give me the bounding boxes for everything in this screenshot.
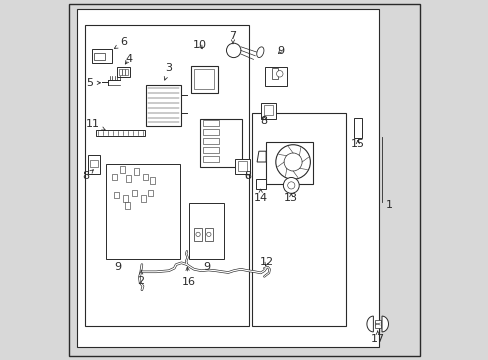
Bar [203, 147, 219, 153]
Text: 15: 15 [350, 139, 364, 149]
Bar [264, 105, 273, 115]
Bar [229, 48, 238, 53]
Text: 11: 11 [86, 119, 105, 130]
Bar [92, 49, 112, 63]
Bar [142, 174, 147, 180]
Text: 12: 12 [259, 257, 273, 267]
Bar [133, 168, 139, 175]
Circle shape [275, 145, 310, 179]
Bar [96, 130, 144, 136]
Bar [120, 166, 125, 173]
Bar [203, 120, 219, 126]
Text: 8: 8 [260, 116, 267, 126]
Bar [114, 192, 119, 198]
Text: 8: 8 [82, 170, 93, 181]
Text: 16: 16 [182, 267, 195, 287]
Polygon shape [366, 316, 373, 332]
Bar [265, 142, 312, 184]
Bar [77, 9, 379, 347]
Bar [122, 195, 127, 202]
Text: 3: 3 [164, 63, 172, 80]
Bar [148, 190, 153, 196]
Bar [112, 174, 117, 180]
Polygon shape [381, 316, 387, 332]
Bar [235, 159, 249, 174]
Text: 9: 9 [114, 262, 121, 272]
Bar [119, 69, 122, 75]
Text: 9: 9 [276, 46, 284, 56]
Polygon shape [257, 151, 265, 162]
Text: 4: 4 [125, 54, 132, 64]
Bar [87, 155, 101, 174]
Bar [204, 228, 212, 241]
Circle shape [206, 232, 211, 237]
Circle shape [284, 153, 302, 171]
Bar [190, 66, 218, 93]
Bar [200, 119, 242, 167]
Circle shape [287, 182, 294, 189]
Bar [255, 179, 265, 189]
Polygon shape [256, 47, 264, 58]
Bar [374, 320, 380, 328]
Circle shape [196, 232, 200, 237]
Bar [126, 175, 131, 182]
Bar [203, 156, 219, 162]
Bar [124, 202, 129, 209]
Bar [194, 228, 202, 241]
Bar [141, 195, 145, 202]
Text: 13: 13 [284, 193, 298, 203]
Text: 7: 7 [229, 31, 236, 44]
Bar [353, 118, 362, 138]
Bar [85, 25, 249, 326]
Text: 10: 10 [192, 40, 206, 50]
Bar [265, 67, 286, 86]
Bar [203, 138, 219, 144]
Circle shape [276, 71, 283, 77]
Bar [252, 113, 346, 326]
Bar [271, 68, 277, 79]
Text: 2: 2 [137, 270, 144, 286]
Bar [132, 190, 137, 196]
Bar [238, 161, 247, 171]
Bar [89, 160, 98, 167]
Bar [194, 69, 214, 89]
Text: 9: 9 [203, 262, 209, 272]
Circle shape [226, 43, 241, 58]
Bar [203, 129, 219, 135]
Circle shape [283, 177, 299, 193]
Bar [149, 177, 155, 184]
Text: 5: 5 [86, 78, 100, 88]
Text: 1: 1 [385, 200, 392, 210]
Text: 14: 14 [253, 189, 267, 203]
Text: 6: 6 [114, 37, 127, 49]
Bar [94, 53, 105, 60]
Bar [261, 103, 275, 119]
Text: 17: 17 [370, 331, 384, 344]
Bar [146, 85, 181, 126]
Bar [106, 164, 179, 259]
Bar [122, 69, 124, 75]
Bar [124, 69, 127, 75]
Text: 8: 8 [244, 171, 251, 181]
Bar [188, 203, 224, 259]
Bar [117, 67, 129, 77]
